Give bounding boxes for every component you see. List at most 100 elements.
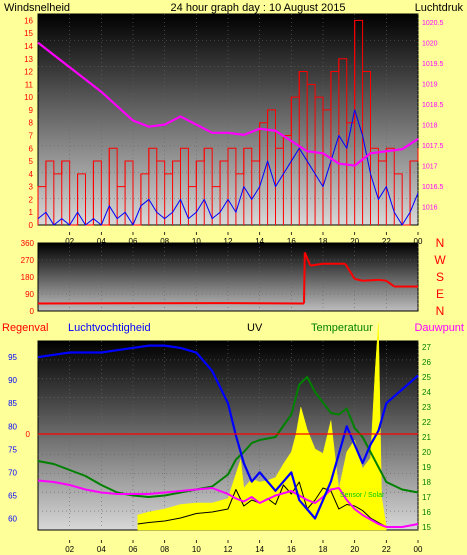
temperature-y-tick: 15	[422, 523, 431, 532]
wind-y-tick: 3	[29, 183, 34, 192]
pressure-y-tick: 1019.5	[422, 61, 444, 68]
pressure-y-tick: 1016	[422, 205, 438, 212]
direction-segment	[310, 262, 324, 267]
wind-max-step	[338, 58, 348, 225]
wind-y-tick: 12	[24, 68, 33, 77]
pressure-y-ticks: 1016 1016.5 1017 1017.5 1018 1018.5 1019 1019.5…	[422, 20, 444, 211]
x-tick-label: 22	[382, 545, 391, 554]
solar-inset-label: Sensor / Solar	[340, 492, 385, 499]
x-tick-label: 16	[287, 545, 296, 554]
wind-max-step	[354, 19, 364, 225]
wind-max-step	[61, 160, 71, 225]
wind-y-tick: 5	[29, 157, 34, 166]
wind-y-tick: 11	[25, 80, 34, 89]
wind-max-step	[108, 147, 118, 225]
dewpoint-series	[37, 479, 419, 528]
wind-max-step	[227, 147, 237, 225]
x-tick-label: 18	[319, 237, 328, 246]
direction-segment	[303, 252, 312, 267]
direction-y-tick: 270	[21, 256, 35, 265]
temperature-y-ticks: 15 16 17 18 19 20 21 22 23 24 25 26 27	[422, 343, 431, 532]
humidity-y-tick: 85	[8, 399, 17, 408]
x-tick-label: 20	[350, 237, 359, 246]
humidity-y-tick: 95	[8, 353, 17, 362]
humidity-series	[37, 344, 419, 520]
temperature-y-tick: 25	[422, 373, 431, 382]
direction-segment	[344, 263, 356, 280]
wind-avg-series	[37, 109, 419, 226]
temperature-y-tick: 17	[422, 493, 431, 502]
wind-y-tick: 7	[29, 131, 34, 140]
temperature-label: Temperatuur	[311, 322, 373, 334]
pressure-line	[37, 41, 419, 167]
wind-max-step	[92, 160, 102, 225]
temperature-y-tick: 22	[422, 418, 431, 427]
wind-y-tick: 15	[24, 29, 33, 38]
pressure-y-tick: 1018.5	[422, 102, 444, 109]
x-tick-label: 04	[97, 237, 106, 246]
humidity-y-ticks: 60 65 70 75 80 85 90 95	[8, 353, 17, 523]
x-tick-label: 14	[255, 545, 264, 554]
humidity-y-tick: 70	[8, 468, 17, 477]
wind-max-step	[124, 160, 134, 225]
wind-y-tick: 1	[29, 208, 34, 217]
humidity-line	[37, 344, 419, 520]
wind-y-tick: 16	[24, 16, 33, 25]
pressure-y-tick: 1020	[422, 41, 438, 48]
pressure-y-tick: 1017.5	[422, 143, 444, 150]
direction-segment	[303, 252, 306, 304]
direction-segment	[362, 278, 379, 282]
chart-title: 24 hour graph day : 10 August 2015	[171, 2, 346, 14]
humidity-label: Luchtvochtigheid	[68, 322, 151, 334]
x-tick-label: 16	[287, 237, 296, 246]
wind-max-step	[148, 147, 158, 225]
x-tick-label: 04	[97, 545, 106, 554]
wind-max-step	[267, 109, 276, 225]
temperature-y-tick: 16	[422, 508, 431, 517]
wind-y-tick: 10	[24, 93, 33, 102]
compass-label: E	[436, 287, 444, 301]
wind-max-step	[306, 83, 316, 225]
humidity-y-tick: 65	[8, 491, 17, 500]
temperature-y-tick: 24	[422, 388, 431, 397]
panel3-x-ticks: 02 04 06 08 10 12 14 16 18 20 22 00	[65, 540, 423, 554]
wind-y-tick: 13	[24, 55, 33, 64]
rain-zero-tick: 0	[26, 430, 31, 439]
wind-max-step	[314, 96, 324, 225]
panel1-x-ticks: 02 04 06 08 10 12 14 16 18 20 22 00	[65, 232, 423, 246]
direction-segment	[354, 277, 363, 282]
wind-y-tick: 14	[24, 42, 33, 51]
wind-max-step	[45, 160, 55, 225]
temperature-y-tick: 26	[422, 358, 431, 367]
pressure-series	[37, 41, 419, 167]
x-tick-label: 12	[224, 237, 233, 246]
direction-y-tick: 90	[25, 290, 34, 299]
direction-series	[37, 252, 418, 305]
x-tick-label: 00	[414, 545, 423, 554]
x-tick-label: 06	[129, 545, 138, 554]
x-tick-label: 22	[382, 237, 391, 246]
compass-label: S	[436, 270, 444, 284]
wind-max-step	[370, 147, 379, 225]
pressure-y-tick: 1019	[422, 82, 438, 89]
direction-y-tick: 180	[21, 273, 35, 282]
wind-max-step	[393, 173, 403, 225]
wind-y-tick: 2	[29, 195, 34, 204]
wind-y-tick: 9	[29, 106, 34, 115]
temperature-y-tick: 23	[422, 403, 431, 412]
temperature-y-tick: 21	[422, 433, 431, 442]
rain-label: Regenval	[2, 322, 48, 334]
wind-avg-line	[37, 109, 419, 226]
pressure-title: Luchtdruk	[415, 2, 464, 14]
x-tick-label: 00	[414, 237, 423, 246]
pressure-y-tick: 1016.5	[422, 184, 444, 191]
direction-y-tick: 360	[21, 239, 35, 248]
humidity-y-tick: 80	[8, 422, 17, 431]
compass-label: N	[436, 236, 445, 250]
temperature-y-tick: 27	[422, 343, 431, 352]
compass-label: W	[434, 253, 446, 267]
wind-max-step	[362, 71, 371, 225]
